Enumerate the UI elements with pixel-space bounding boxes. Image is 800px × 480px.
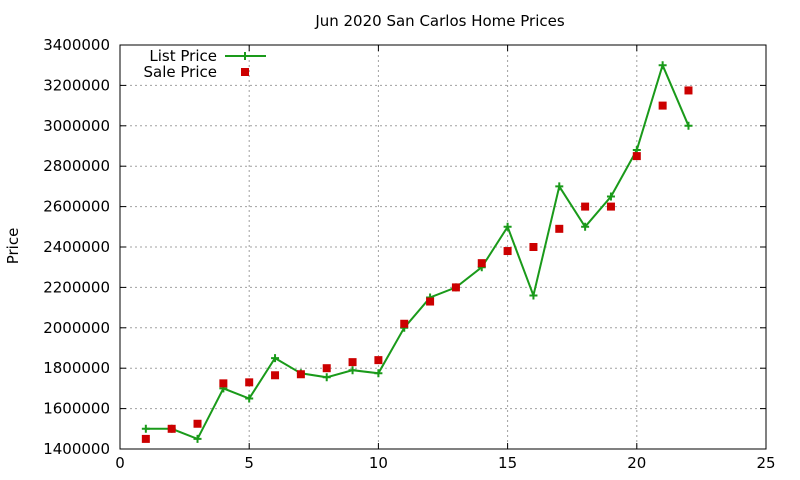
list-price-point: [555, 182, 564, 191]
y-tick-label: 3000000: [43, 117, 110, 135]
sale-price-point: [219, 379, 228, 388]
sale-price-point: [271, 371, 280, 380]
sale-price-point: [141, 434, 150, 443]
legend-label-sale-price: Sale Price: [144, 63, 217, 81]
sale-price-point: [374, 356, 383, 365]
y-tick-label: 1800000: [43, 359, 110, 377]
x-tick-label: 25: [756, 454, 775, 472]
x-tick-label: 15: [498, 454, 517, 472]
list-price-point: [348, 366, 357, 375]
y-tick-label: 3400000: [43, 36, 110, 54]
series-sale-price: [141, 86, 693, 443]
sale-price-point: [193, 419, 202, 428]
sale-price-point: [167, 424, 176, 433]
legend-marker-sale-price: [241, 68, 249, 76]
x-tick-label: 0: [115, 454, 125, 472]
x-tick-label: 10: [369, 454, 388, 472]
sale-price-point: [658, 101, 667, 110]
y-tick-label: 2400000: [43, 238, 110, 256]
sale-price-point: [322, 364, 331, 373]
sale-price-point: [296, 370, 305, 379]
y-tick-label: 1400000: [43, 440, 110, 458]
sale-price-point: [245, 378, 254, 387]
sale-price-point: [606, 202, 615, 211]
list-price-point: [271, 354, 280, 363]
y-tick-label: 2800000: [43, 157, 110, 175]
chart-title: Jun 2020 San Carlos Home Prices: [314, 12, 565, 30]
legend: List Price Sale Price: [144, 47, 266, 81]
y-tick-label: 1600000: [43, 400, 110, 418]
y-tick-label: 2200000: [43, 278, 110, 296]
list-price-point: [684, 121, 693, 130]
list-price-point: [529, 291, 538, 300]
axis-ticks: 0 5 10 15 20 25 1400000 1600000 1800000 2000000 22…: [43, 36, 775, 472]
list-price-point: [581, 222, 590, 231]
list-price-point: [322, 373, 331, 382]
list-price-point: [658, 61, 667, 70]
list-price-line: [145, 62, 690, 441]
list-price-point: [374, 369, 383, 378]
list-price-point: [141, 424, 150, 433]
sale-price-point: [529, 243, 538, 251]
sale-price-point: [555, 224, 564, 233]
x-tick-label: 5: [244, 454, 254, 472]
list-price-point: [193, 434, 202, 443]
sale-price-point: [581, 202, 590, 211]
sale-price-point: [684, 86, 693, 95]
y-tick-label: 2000000: [43, 319, 110, 337]
legend-marker-list-price: [241, 52, 249, 60]
list-price-point: [606, 192, 615, 201]
sale-price-point: [451, 283, 460, 292]
sale-price-point: [632, 152, 641, 161]
sale-price-point: [503, 247, 512, 256]
list-price-point: [503, 222, 512, 231]
grid-lines: [120, 45, 766, 449]
sale-price-point: [426, 297, 435, 306]
plot-frame: [119, 44, 767, 450]
sale-price-point: [400, 319, 409, 328]
list-price-point: [245, 394, 254, 403]
y-tick-label: 2600000: [43, 198, 110, 216]
y-tick-label: 3200000: [43, 76, 110, 94]
legend-label-list-price: List Price: [149, 47, 217, 65]
y-axis-label: Price: [4, 228, 22, 265]
x-tick-label: 20: [627, 454, 646, 472]
sale-price-point: [348, 358, 357, 367]
sale-price-point: [477, 259, 486, 268]
